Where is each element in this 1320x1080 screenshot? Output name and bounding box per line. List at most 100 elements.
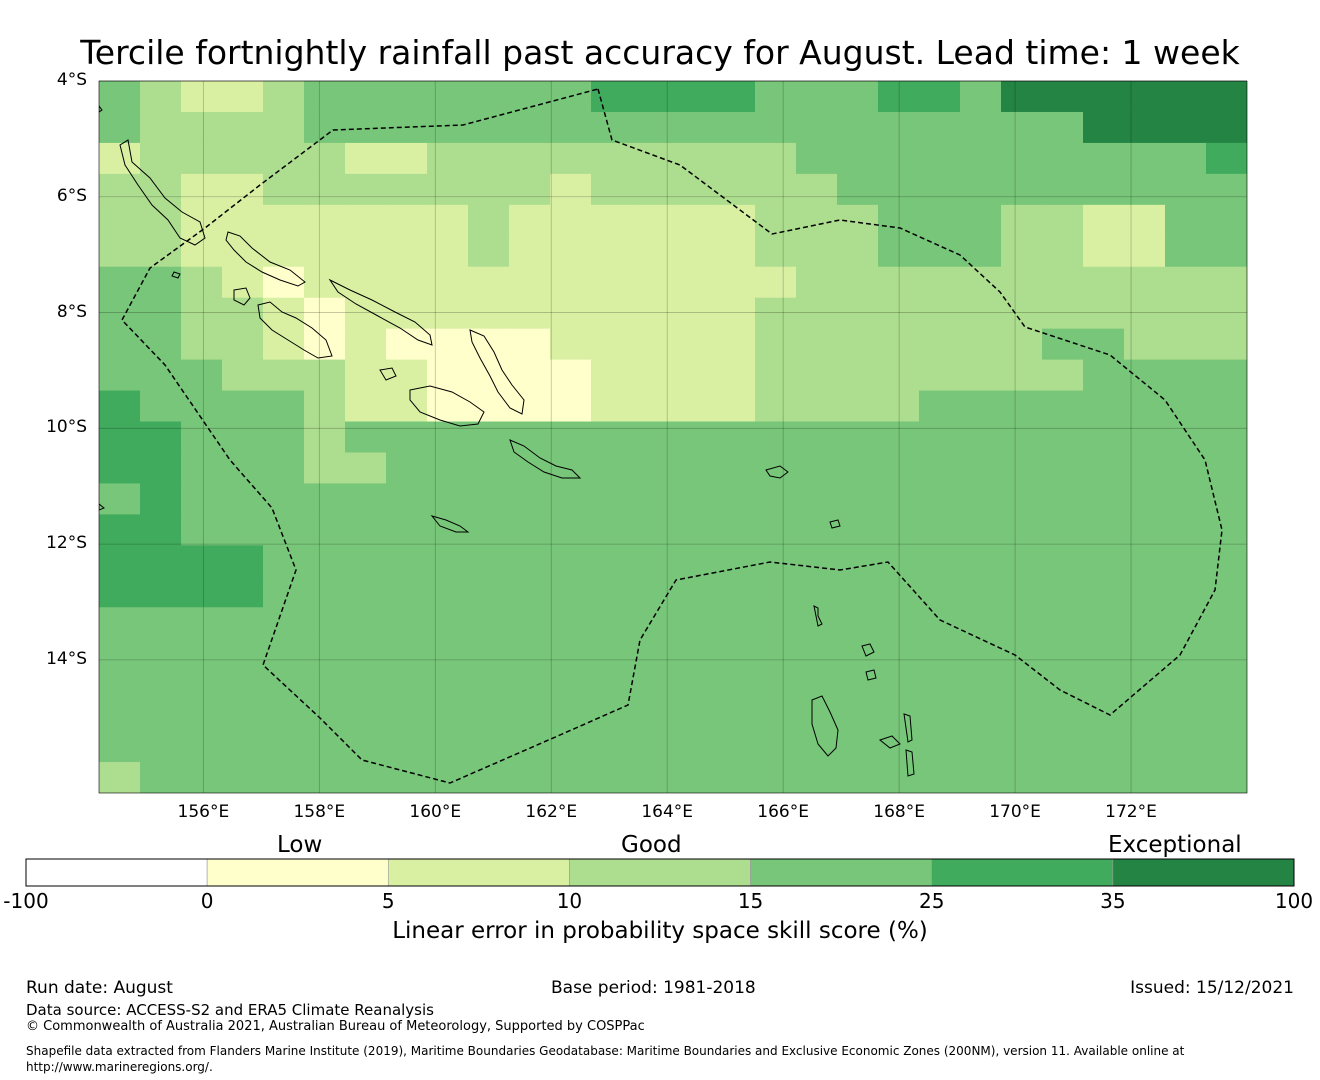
island-malekula — [878, 735, 901, 749]
grid-cell — [714, 421, 756, 454]
coastlines — [99, 105, 915, 777]
grid-cell — [345, 514, 387, 546]
grid-cell — [99, 669, 141, 701]
colorbar-tick-label: 10 — [556, 889, 583, 913]
grid-cell — [1124, 204, 1166, 237]
grid-cell — [1124, 638, 1166, 670]
grid-cell — [1206, 297, 1247, 330]
grid-cell — [509, 359, 551, 392]
grid-cell — [345, 204, 387, 237]
grid-cell — [222, 297, 264, 330]
grid-cell — [591, 483, 633, 515]
grid-cell — [960, 297, 1002, 330]
grid-cell — [837, 235, 879, 268]
grid-cell — [1206, 421, 1247, 454]
grid-cell — [263, 638, 305, 670]
grid-cell — [263, 483, 305, 515]
grid-cell — [386, 607, 428, 639]
grid-cell — [386, 762, 428, 793]
grid-cell — [99, 483, 141, 515]
grid-cell — [673, 328, 715, 361]
grid-cell — [796, 81, 838, 113]
grid-cell — [263, 390, 305, 423]
grid-cell — [714, 607, 756, 639]
grid-cell — [181, 328, 223, 361]
grid-cell — [181, 545, 223, 577]
grid-cell — [878, 669, 920, 701]
grid-cell — [796, 452, 838, 485]
grid-cell — [140, 204, 182, 237]
grid-cell — [960, 731, 1002, 763]
grid-cell — [550, 514, 592, 546]
grid-cell — [345, 545, 387, 577]
grid-cell — [304, 266, 346, 299]
grid-cell — [1206, 731, 1247, 763]
grid-cell — [263, 359, 305, 392]
grid-cell — [140, 81, 182, 113]
grid-cell — [509, 762, 551, 793]
grid-cell — [673, 731, 715, 763]
grid-cell — [386, 452, 428, 485]
grid-cell — [181, 142, 223, 175]
grid-cell — [960, 266, 1002, 299]
grid-cell — [632, 669, 674, 701]
grid-cell — [222, 359, 264, 392]
grid-cell — [1165, 297, 1207, 330]
grid-cell — [837, 762, 879, 793]
grid-cell — [1206, 452, 1247, 485]
grid-cell — [837, 545, 879, 577]
grid-cell — [140, 700, 182, 732]
grid-cell — [427, 700, 469, 732]
grid-cell — [1206, 669, 1247, 701]
grid-cell — [222, 173, 264, 206]
grid-cell — [345, 731, 387, 763]
grid-cell — [468, 235, 510, 268]
grid-cell — [427, 390, 469, 423]
grid-cell — [468, 204, 510, 237]
grid-cell — [632, 390, 674, 423]
grid-cell — [632, 111, 674, 144]
grid-cell — [1165, 514, 1207, 546]
grid-cell — [1001, 111, 1043, 144]
grid-cell — [837, 266, 879, 299]
grid-cell — [673, 700, 715, 732]
grid-cell — [1124, 390, 1166, 423]
grid-cell — [304, 204, 346, 237]
grid-cell — [222, 669, 264, 701]
grid-cell — [837, 390, 879, 423]
grid-cell — [1083, 390, 1125, 423]
grid-cell — [345, 173, 387, 206]
grid-cell — [632, 545, 674, 577]
grid-cell — [1124, 483, 1166, 515]
grid-cell — [714, 204, 756, 237]
grid-cell — [1042, 266, 1084, 299]
grid-cell — [263, 328, 305, 361]
grid-cell — [755, 235, 797, 268]
grid-cell — [550, 421, 592, 454]
grid-cell — [99, 700, 141, 732]
grid-cell — [1042, 638, 1084, 670]
grid-cell — [673, 359, 715, 392]
grid-cell — [1083, 514, 1125, 546]
grid-cell — [1165, 390, 1207, 423]
grid-cell — [222, 638, 264, 670]
grid-cell — [796, 638, 838, 670]
grid-cell — [714, 359, 756, 392]
island-espiritu-santo — [811, 695, 839, 757]
grid-cell — [632, 762, 674, 793]
grid-cell — [427, 81, 469, 113]
grid-cell — [550, 266, 592, 299]
grid-cell — [427, 297, 469, 330]
grid-cell — [673, 514, 715, 546]
grid-cell — [304, 483, 346, 515]
grid-cell — [714, 266, 756, 299]
grid-cell — [960, 576, 1002, 608]
grid-cell — [837, 483, 879, 515]
grid-cell — [304, 328, 346, 361]
grid-cell — [99, 266, 141, 299]
grid-cell — [427, 452, 469, 485]
grid-cell — [919, 514, 961, 546]
grid-cell — [468, 607, 510, 639]
grid-cell — [304, 173, 346, 206]
grid-cell — [919, 452, 961, 485]
